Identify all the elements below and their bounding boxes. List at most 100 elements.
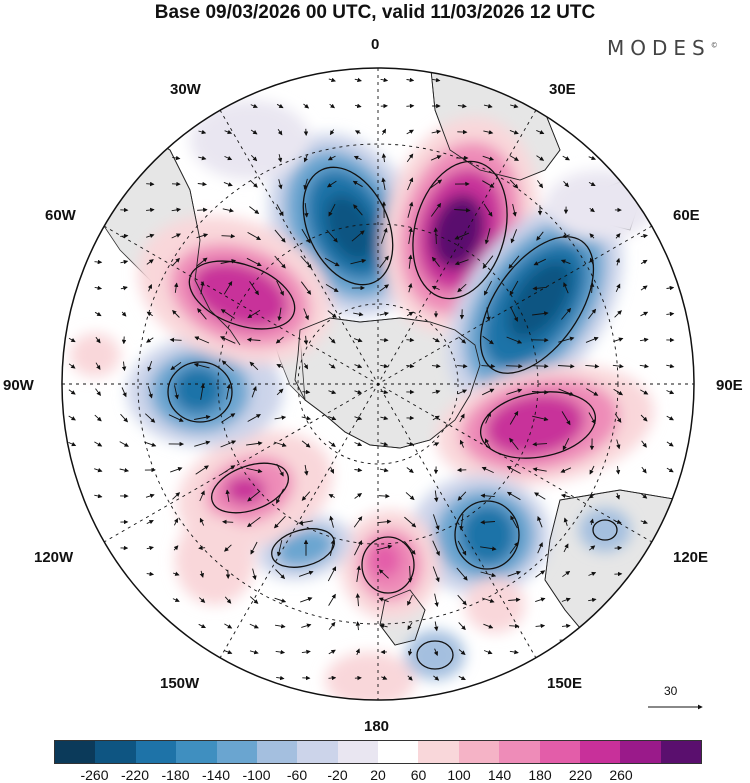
- wind-vector: [68, 337, 76, 343]
- wind-vector: [432, 540, 440, 556]
- wind-vector: [173, 282, 179, 293]
- anomaly-neg-160E: [405, 630, 465, 680]
- wind-vector: [328, 336, 336, 344]
- wind-vector: [354, 415, 363, 421]
- wind-vector: [458, 649, 466, 655]
- wind-vector: [301, 415, 312, 421]
- wind-vector: [94, 441, 103, 447]
- wind-vector: [303, 154, 308, 163]
- colorbar-tick-label: -260: [80, 767, 109, 783]
- wind-vector: [406, 467, 414, 473]
- wind-vector: [301, 228, 311, 244]
- wind-vector: [147, 360, 153, 372]
- wind-vector: [94, 285, 103, 291]
- wind-vector: [433, 648, 439, 656]
- wind-vector: [328, 675, 337, 681]
- wind-vector: [172, 597, 180, 602]
- wind-vector: [509, 437, 519, 450]
- wind-vector: [301, 623, 312, 628]
- wind-vector: [484, 280, 492, 296]
- wind-vector: [510, 103, 519, 109]
- map-frame: [61, 67, 695, 701]
- wind-vector: [640, 519, 648, 524]
- colorbar-tick-label: 20: [370, 767, 386, 783]
- wind-vector: [459, 514, 464, 531]
- wind-vector: [199, 490, 205, 502]
- colorbar-swatch: [176, 741, 217, 763]
- colorbar-tick-label: 260: [609, 767, 633, 783]
- wind-vector: [532, 467, 547, 472]
- wind-vector: [615, 283, 621, 292]
- wind-vector: [222, 519, 234, 525]
- wind-vector: [225, 489, 230, 502]
- wind-vector: [376, 544, 393, 551]
- wind-vector: [94, 311, 102, 317]
- wind-vector: [172, 155, 181, 161]
- wind-vector: [457, 491, 467, 501]
- colorbar-tick-label: -100: [242, 767, 271, 783]
- wind-vector: [430, 179, 443, 189]
- colorbar-tick-label: -180: [161, 767, 190, 783]
- wind-vector: [171, 233, 181, 239]
- wind-vector: [147, 284, 152, 292]
- wind-vector: [380, 415, 389, 421]
- wind-vector: [557, 364, 575, 369]
- wind-vector: [537, 516, 543, 528]
- wind-vector: [250, 129, 258, 135]
- wind-vector: [613, 337, 624, 343]
- wind-vector: [302, 389, 311, 395]
- wind-vector: [616, 439, 621, 450]
- wind-vector: [195, 465, 209, 475]
- wind-vector: [194, 414, 211, 420]
- wind-vector: [457, 363, 468, 369]
- wind-vector: [250, 103, 258, 108]
- wind-vector: [199, 570, 205, 578]
- colorbar-tick-label: 220: [568, 767, 593, 783]
- wind-vector: [532, 415, 549, 422]
- wind-vector: [354, 363, 363, 369]
- wind-vector: [298, 570, 314, 577]
- colorbar-swatch: [95, 741, 136, 763]
- wind-vector: [562, 570, 571, 578]
- australia: [544, 489, 694, 661]
- wind-vector: [666, 441, 674, 447]
- wind-vector: [328, 415, 337, 421]
- colorbar-swatch: [297, 741, 338, 763]
- wind-vector: [95, 336, 101, 344]
- wind-vector: [168, 414, 184, 422]
- wind-vector: [354, 441, 363, 447]
- wind-vector: [561, 233, 570, 239]
- wind-vector: [510, 515, 518, 529]
- wind-vector: [326, 229, 338, 243]
- label-lon-150w: 150W: [160, 675, 200, 692]
- wind-vector: [640, 414, 648, 422]
- wind-vector: [68, 389, 76, 395]
- wind-vector: [172, 492, 181, 500]
- wind-vector: [381, 675, 388, 680]
- wind-vector: [485, 411, 491, 424]
- wind-vector: [329, 515, 334, 528]
- wind-vector: [276, 675, 285, 681]
- wind-vector: [483, 103, 493, 109]
- wind-vector: [246, 441, 263, 446]
- wind-vector: [250, 154, 258, 162]
- wind-vector: [406, 337, 415, 343]
- wind-vector: [432, 415, 440, 421]
- wind-vector: [615, 466, 621, 475]
- wind-vector: [170, 467, 183, 473]
- wind-vector: [537, 180, 544, 189]
- label-lon-0: 0: [371, 36, 380, 53]
- wind-vector: [407, 648, 413, 656]
- wind-vector: [536, 129, 545, 135]
- wind-vector: [329, 129, 335, 136]
- wind-vector: [194, 336, 210, 344]
- wind-vector: [588, 597, 597, 603]
- wind-vector: [146, 259, 154, 265]
- wind-vector: [563, 180, 570, 188]
- wind-vector: [119, 441, 129, 447]
- wind-vector: [274, 597, 287, 603]
- label-lon-60w: 60W: [45, 207, 76, 224]
- wind-vector: [509, 179, 519, 189]
- wind-vector: [68, 363, 76, 369]
